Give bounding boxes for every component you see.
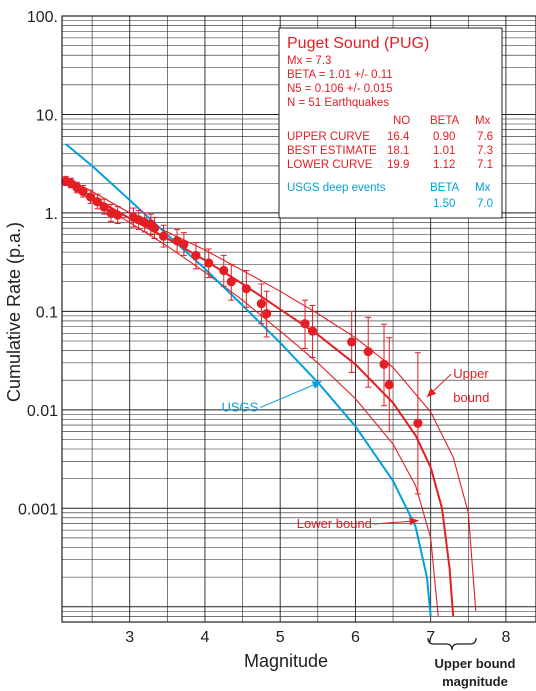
x-axis-title: Magnitude	[244, 651, 328, 671]
annotation-label: Lower bound	[297, 516, 372, 531]
data-point	[92, 197, 102, 207]
legend-row-label: BEST ESTIMATE	[287, 145, 377, 157]
legend-row-mx: 7.1	[477, 159, 493, 171]
data-point	[347, 337, 357, 347]
data-point	[172, 236, 182, 246]
legend-line-beta: BETA = 1.01 +/- 0.11	[287, 69, 393, 81]
legend-header-beta: BETA	[430, 115, 460, 127]
legend-row-label: LOWER CURVE	[287, 159, 373, 171]
annotation-label: bound	[453, 390, 489, 405]
tick-labels: 3 4 5 6 7 8 100. 10. 1. 0.1 0.01 0.001	[18, 9, 510, 646]
data-point	[226, 277, 236, 287]
x-tick-label: 3	[125, 629, 134, 646]
data-point	[113, 210, 123, 220]
magnitude-brace	[427, 637, 477, 651]
y-axis-title: Cumulative Rate (p.a.)	[4, 222, 24, 402]
y-tick-label: 0.001	[18, 501, 58, 518]
data-point	[99, 202, 109, 212]
legend-header-no: NO	[393, 115, 410, 127]
legend-row-no: 16.4	[387, 131, 410, 143]
data-point	[149, 223, 160, 233]
legend-row-mx: 7.6	[477, 131, 493, 143]
data-point	[179, 239, 189, 249]
legend-box	[278, 27, 503, 219]
y-tick-label: 10.	[36, 107, 58, 124]
annotation-arrow	[260, 381, 322, 409]
legend-row-beta: 0.90	[433, 131, 455, 143]
legend-header-mx: Mx	[475, 115, 491, 127]
data-point	[256, 298, 266, 309]
annotation-label: Upper	[453, 366, 489, 381]
data-point	[78, 186, 88, 197]
annotation-label: USGS	[222, 400, 259, 415]
legend-row-mx: 7.3	[477, 145, 493, 157]
legend-usgs-mx-header: Mx	[475, 182, 491, 194]
data-point	[158, 231, 169, 241]
data-point	[85, 192, 96, 202]
data-point	[363, 347, 373, 357]
x-tick-label: 7	[426, 629, 435, 646]
x-tick-label: 6	[351, 629, 360, 646]
annotations: USGS Lower bound Upper bound	[222, 366, 490, 531]
legend-line-n: N = 51 Earthquakes	[287, 97, 389, 109]
legend-row-no: 19.9	[387, 159, 409, 171]
arrow-head	[311, 381, 322, 389]
curve-usgs-deep-events	[65, 143, 432, 617]
legend-usgs-beta-header: BETA	[430, 182, 460, 194]
legend-row-beta: 1.12	[433, 159, 455, 171]
data-point	[241, 284, 251, 294]
legend-usgs-label: USGS deep events	[287, 182, 386, 194]
x-tick-label: 4	[200, 629, 209, 646]
data-point	[219, 265, 229, 276]
legend-usgs-mx: 7.0	[477, 198, 493, 210]
curve-lower-curve	[65, 182, 439, 617]
y-tick-label: 0.1	[36, 304, 58, 321]
y-tick-label: 100.	[27, 9, 58, 26]
data-point	[307, 326, 318, 336]
data-point	[379, 359, 389, 369]
legend-usgs-beta: 1.50	[433, 198, 455, 210]
data-point	[413, 418, 423, 428]
legend-row-label: UPPER CURVE	[287, 131, 370, 143]
data-point	[262, 308, 272, 319]
legend-title: Puget Sound (PUG)	[287, 35, 429, 52]
arrow-head	[426, 387, 437, 397]
y-tick-label: 1.	[45, 206, 58, 223]
x-tick-label: 8	[501, 629, 510, 646]
note-line-1: Upper bound	[435, 656, 516, 671]
legend-line-n5: N5 = 0.106 +/- 0.015	[287, 83, 393, 95]
legend-row-no: 18.1	[387, 145, 409, 157]
data-point	[191, 250, 201, 261]
legend-line-mx: Mx = 7.3	[287, 55, 331, 67]
data-point	[384, 380, 394, 390]
y-tick-label: 0.01	[27, 403, 58, 420]
arrow-head	[409, 517, 419, 526]
plot-frame	[61, 15, 536, 623]
x-tick-label: 5	[276, 629, 285, 646]
data-point	[300, 319, 310, 329]
data-point	[204, 258, 214, 268]
observed-points	[61, 175, 423, 495]
legend: Puget Sound (PUG) Mx = 7.3 BETA = 1.01 +…	[278, 27, 503, 219]
curve-best-estimate	[65, 180, 455, 617]
note-line-2: magnitude	[442, 674, 508, 689]
legend-row-beta: 1.01	[433, 145, 455, 157]
